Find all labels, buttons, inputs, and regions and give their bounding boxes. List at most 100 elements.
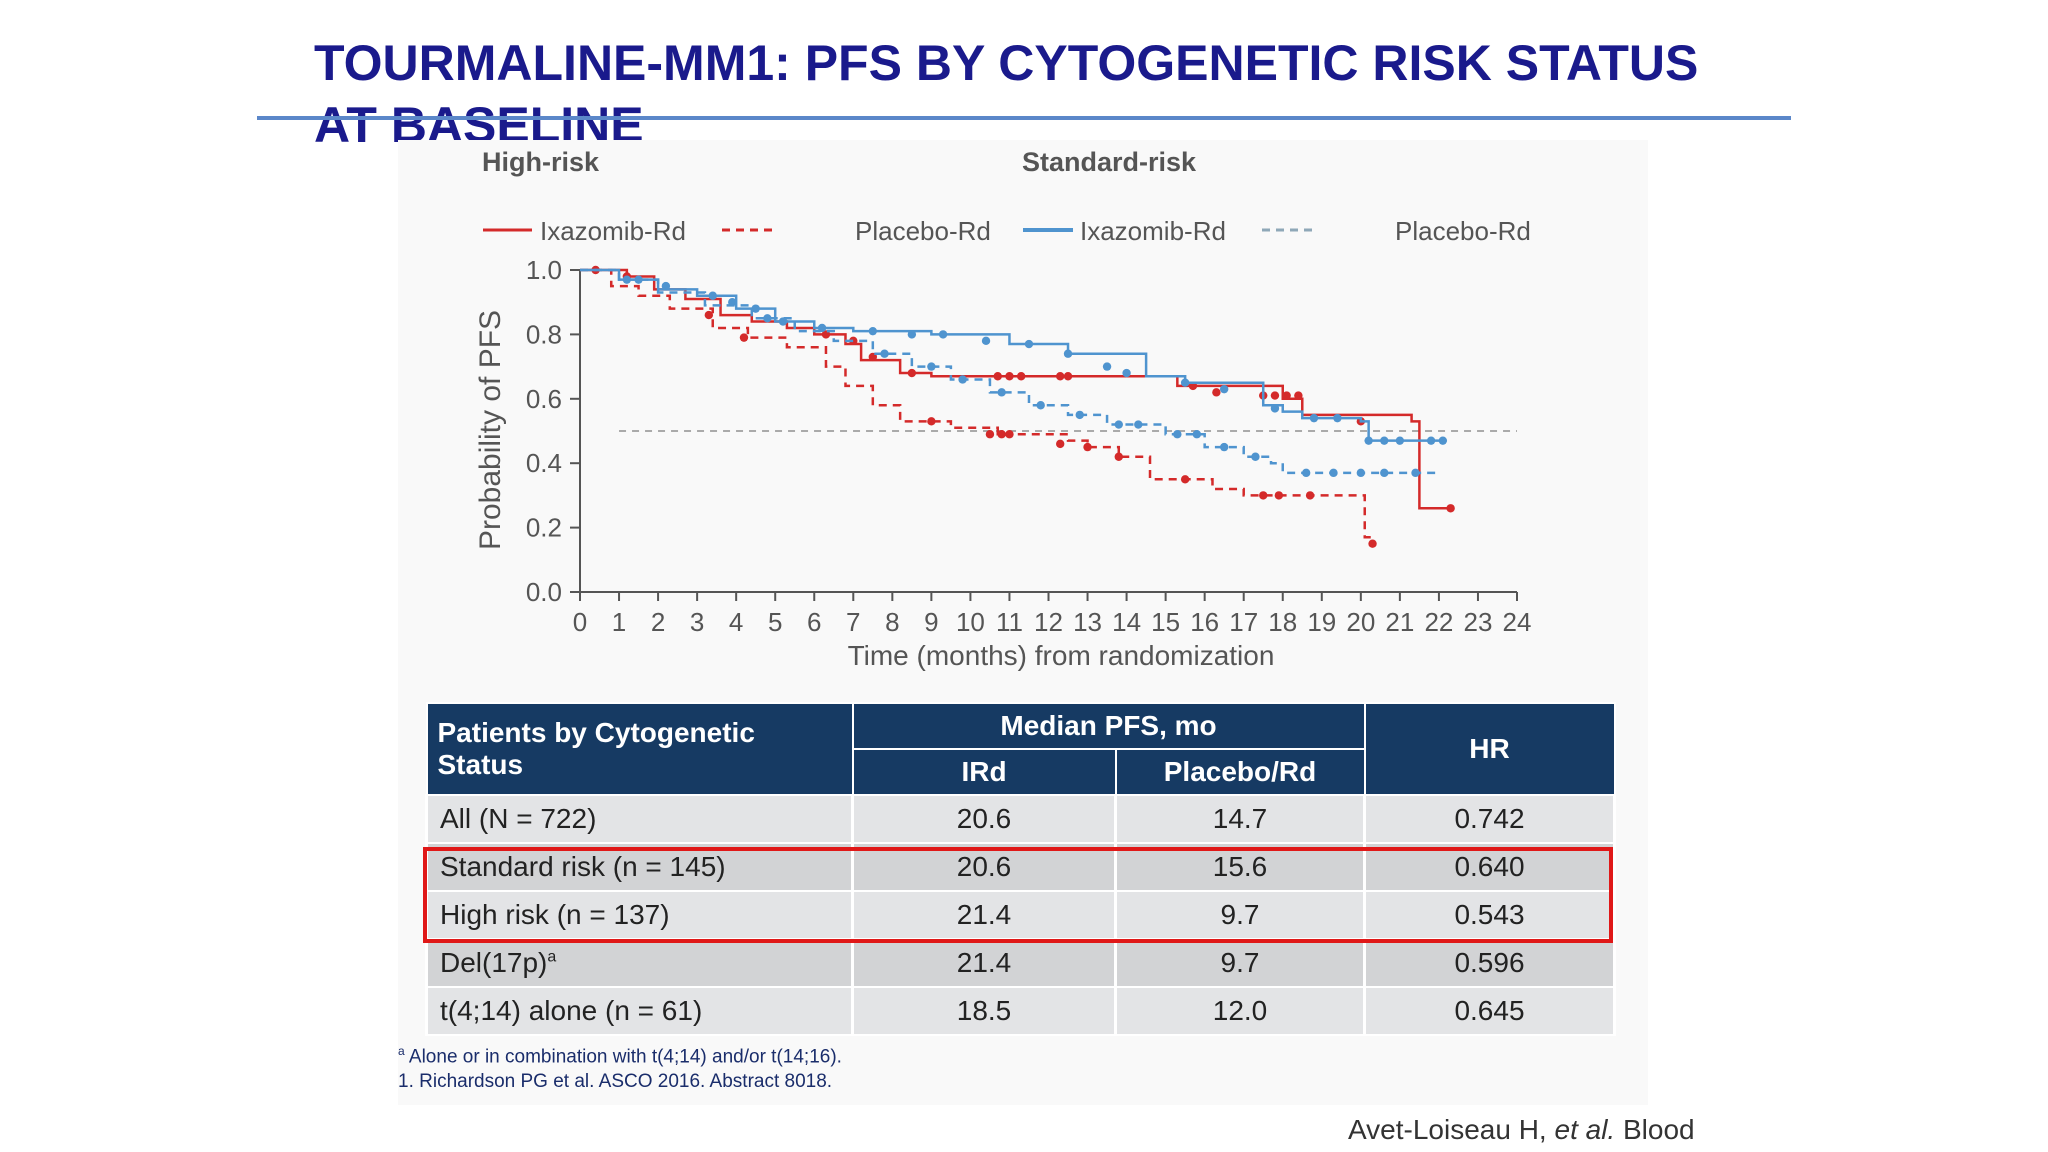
censor-mark xyxy=(1274,491,1284,500)
censor-mark xyxy=(1063,372,1073,381)
x-tick-label: 21 xyxy=(1385,607,1414,637)
censor-mark xyxy=(1364,436,1373,445)
x-tick-label: 11 xyxy=(996,607,1023,637)
censor-mark xyxy=(1411,468,1420,478)
x-tick-label: 2 xyxy=(651,607,665,637)
table-row: Del(17p)a 21.4 9.7 0.596 xyxy=(425,939,1616,988)
legend: Ixazomib-Rd Placebo-Rd Ixazomib-Rd Place… xyxy=(483,216,1531,246)
row-label: Del(17p)a xyxy=(425,939,854,988)
header-median-pfs: Median PFS, mo xyxy=(851,702,1366,750)
censor-mark xyxy=(1380,436,1389,445)
x-tick-label: 18 xyxy=(1268,607,1297,637)
title-rest: : PFS BY CYTOGENETIC RISK STATUS AT BASE… xyxy=(314,35,1699,153)
header-ird: IRd xyxy=(851,748,1117,796)
subtitle-standard-risk: Standard-risk xyxy=(1022,147,1197,177)
km-line xyxy=(580,268,1374,544)
censor-mark xyxy=(1282,391,1291,400)
censor-mark xyxy=(1270,404,1280,413)
table-row: All (N = 722) 20.6 14.7 0.742 xyxy=(425,795,1616,844)
censor-mark xyxy=(981,336,991,346)
km-line xyxy=(580,268,1447,442)
censor-mark xyxy=(751,304,760,313)
cell-placebo: 14.7 xyxy=(1114,795,1366,844)
y-axis-label: Probability of PFS xyxy=(474,310,507,550)
censor-mark xyxy=(985,430,995,439)
cell-ird: 21.4 xyxy=(851,891,1117,940)
y-tick-label: 0.0 xyxy=(526,577,562,607)
pfs-table: Patients by Cytogenetic Status Median PF… xyxy=(425,702,1616,1036)
censor-mark xyxy=(997,430,1006,439)
censor-mark xyxy=(997,388,1006,397)
cell-hr: 0.742 xyxy=(1363,795,1616,844)
row-label: Standard risk (n = 145) xyxy=(425,843,854,892)
x-tick-label: 22 xyxy=(1424,607,1453,637)
x-tick-label: 8 xyxy=(885,607,899,637)
censor-mark xyxy=(1114,420,1123,429)
censor-mark xyxy=(1380,468,1389,478)
censor-mark xyxy=(1305,491,1315,500)
x-tick-label: 0 xyxy=(573,607,587,637)
x-tick-label: 24 xyxy=(1503,607,1532,637)
legend-label-hr-ixazomib: Ixazomib-Rd xyxy=(540,216,686,246)
cell-ird: 20.6 xyxy=(851,843,1117,892)
x-tick-label: 10 xyxy=(956,607,985,637)
censor-mark xyxy=(1005,372,1014,381)
x-tick-label: 13 xyxy=(1073,607,1102,637)
citation: Avet-Loiseau H, et al. Blood xyxy=(1348,1114,1695,1146)
y-tick-label: 0.2 xyxy=(526,513,562,543)
highlight-box xyxy=(423,847,1613,943)
censor-mark xyxy=(1173,430,1182,439)
x-tick-label: 14 xyxy=(1112,607,1141,637)
row-label: t(4;14) alone (n = 61) xyxy=(425,987,854,1036)
censor-mark xyxy=(1426,436,1436,445)
censor-mark xyxy=(708,291,717,300)
censor-mark xyxy=(1083,442,1092,452)
row-label-text: Del(17p) xyxy=(440,947,548,978)
censor-mark xyxy=(1219,384,1229,394)
x-tick-label: 20 xyxy=(1346,607,1375,637)
cell-hr: 0.640 xyxy=(1363,843,1616,892)
x-tick-label: 17 xyxy=(1229,607,1258,637)
censor-mark xyxy=(1270,391,1280,400)
x-tick-label: 12 xyxy=(1034,607,1063,637)
censor-mark xyxy=(907,368,917,378)
cell-ird: 18.5 xyxy=(851,987,1117,1036)
censor-mark xyxy=(1016,372,1026,381)
series-3 xyxy=(580,268,1439,478)
censor-mark xyxy=(1294,391,1303,400)
cell-hr: 0.645 xyxy=(1363,987,1616,1036)
citation-journal: Blood xyxy=(1615,1114,1695,1145)
x-tick-label: 23 xyxy=(1463,607,1492,637)
table-row: t(4;14) alone (n = 61) 18.5 12.0 0.645 xyxy=(425,987,1616,1036)
censor-mark xyxy=(1259,491,1268,500)
censor-mark xyxy=(1333,413,1342,423)
slide-title: TOURMALINE-MM1: PFS BY CYTOGENETIC RISK … xyxy=(314,32,1764,156)
x-tick-label: 16 xyxy=(1190,607,1219,637)
km-chart: High-risk Standard-risk Ixazomib-Rd Plac… xyxy=(474,147,1532,671)
censor-mark xyxy=(1251,452,1260,461)
censor-mark xyxy=(1056,372,1065,381)
censor-mark xyxy=(1368,539,1377,548)
censor-mark xyxy=(661,281,671,291)
footnote-marker: a xyxy=(547,948,557,966)
censor-mark xyxy=(1063,349,1073,358)
censor-mark xyxy=(1180,378,1190,387)
censor-mark xyxy=(1134,420,1143,429)
legend-label-sr-ixazomib: Ixazomib-Rd xyxy=(1080,216,1226,246)
axis-ticks: 0 1 2 3 4 5 6 7 8 9 10 11 12 13 14 15 16 17 18 19 20 21 22 23 24… xyxy=(526,255,1532,637)
censor-mark xyxy=(1114,452,1123,461)
x-tick-label: 9 xyxy=(924,607,938,637)
cell-placebo: 9.7 xyxy=(1114,939,1366,988)
cell-hr: 0.543 xyxy=(1363,891,1616,940)
censor-mark xyxy=(868,326,878,336)
censor-mark xyxy=(1180,475,1190,484)
censor-mark xyxy=(1219,442,1229,452)
censor-mark xyxy=(1329,468,1338,478)
series-0 xyxy=(580,265,1455,513)
censor-mark xyxy=(849,336,858,346)
series-1 xyxy=(580,268,1377,548)
footnote-a: a Alone or in combination with t(4;14) a… xyxy=(398,1044,842,1068)
x-tick-label: 3 xyxy=(690,607,704,637)
censor-mark xyxy=(880,349,889,358)
cell-placebo: 15.6 xyxy=(1114,843,1366,892)
